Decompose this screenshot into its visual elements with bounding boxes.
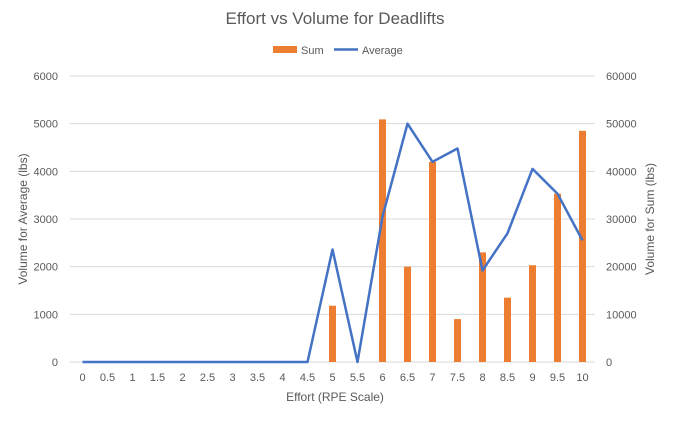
y-axis-left-ticks: 0 1000 2000 3000 4000 5000 6000 xyxy=(34,71,58,369)
bar-sum xyxy=(429,161,436,362)
legend-sum-swatch xyxy=(273,46,297,53)
x-tick-label: 2.5 xyxy=(200,372,215,384)
x-tick-label: 10 xyxy=(576,372,588,384)
bar-sum xyxy=(529,265,536,362)
y-right-tick-label: 40000 xyxy=(606,166,637,178)
bar-sum xyxy=(329,305,336,362)
x-tick-label: 8.5 xyxy=(500,372,515,384)
legend-average-label: Average xyxy=(362,45,403,57)
y-left-tick-label: 4000 xyxy=(34,166,58,178)
y-left-tick-label: 2000 xyxy=(34,262,58,274)
x-tick-label: 7.5 xyxy=(450,372,465,384)
x-tick-label: 5.5 xyxy=(350,372,365,384)
x-tick-label: 9 xyxy=(529,372,535,384)
line-series-average xyxy=(82,122,584,364)
y-right-tick-label: 50000 xyxy=(606,119,637,131)
line-average xyxy=(82,122,584,364)
x-tick-label: 5 xyxy=(329,372,335,384)
x-tick-label: 7 xyxy=(429,372,435,384)
x-tick-label: 1.5 xyxy=(150,372,165,384)
x-tick-label: 6.5 xyxy=(400,372,415,384)
bar-sum xyxy=(379,119,386,362)
x-tick-label: 4 xyxy=(279,372,285,384)
y-right-tick-label: 60000 xyxy=(606,71,637,83)
chart-title: Effort vs Volume for Deadlifts xyxy=(226,9,445,28)
y-left-tick-label: 0 xyxy=(52,357,58,369)
x-tick-label: 4.5 xyxy=(300,372,315,384)
bar-series-sum xyxy=(329,119,586,362)
bar-sum xyxy=(554,193,561,362)
bar-sum xyxy=(504,297,511,362)
bar-sum xyxy=(404,266,411,362)
x-tick-label: 0.5 xyxy=(100,372,115,384)
x-tick-label: 0 xyxy=(79,372,85,384)
y-right-tick-label: 20000 xyxy=(606,262,637,274)
bar-sum xyxy=(479,252,486,362)
x-tick-label: 9.5 xyxy=(550,372,565,384)
x-axis-ticks: 0 0.5 1 1.5 2 2.5 3 3.5 4 4.5 5 5.5 6 6.5 7 7.5 8 8.5 9 9.5… xyxy=(79,372,588,384)
bar-sum xyxy=(454,319,461,362)
y-right-tick-label: 0 xyxy=(606,357,612,369)
x-axis-label: Effort (RPE Scale) xyxy=(286,390,384,404)
y-left-tick-label: 5000 xyxy=(34,119,58,131)
bar-sum xyxy=(579,130,586,362)
y-right-tick-label: 10000 xyxy=(606,309,637,321)
y-left-tick-label: 6000 xyxy=(34,71,58,83)
legend-sum-label: Sum xyxy=(301,45,324,57)
y-left-tick-label: 3000 xyxy=(34,214,58,226)
y-axis-right-ticks: 0 10000 20000 30000 40000 50000 60000 xyxy=(606,71,637,369)
x-tick-label: 3 xyxy=(229,372,235,384)
x-tick-label: 8 xyxy=(479,372,485,384)
y-axis-right-label: Volume for Sum (lbs) xyxy=(643,163,657,275)
x-tick-label: 3.5 xyxy=(250,372,265,384)
y-left-tick-label: 1000 xyxy=(34,309,58,321)
y-right-tick-label: 30000 xyxy=(606,214,637,226)
x-tick-label: 6 xyxy=(379,372,385,384)
x-tick-label: 1 xyxy=(129,372,135,384)
y-axis-left-label: Volume for Average (lbs) xyxy=(16,153,30,284)
legend: Sum Average xyxy=(273,45,403,57)
x-tick-label: 2 xyxy=(179,372,185,384)
